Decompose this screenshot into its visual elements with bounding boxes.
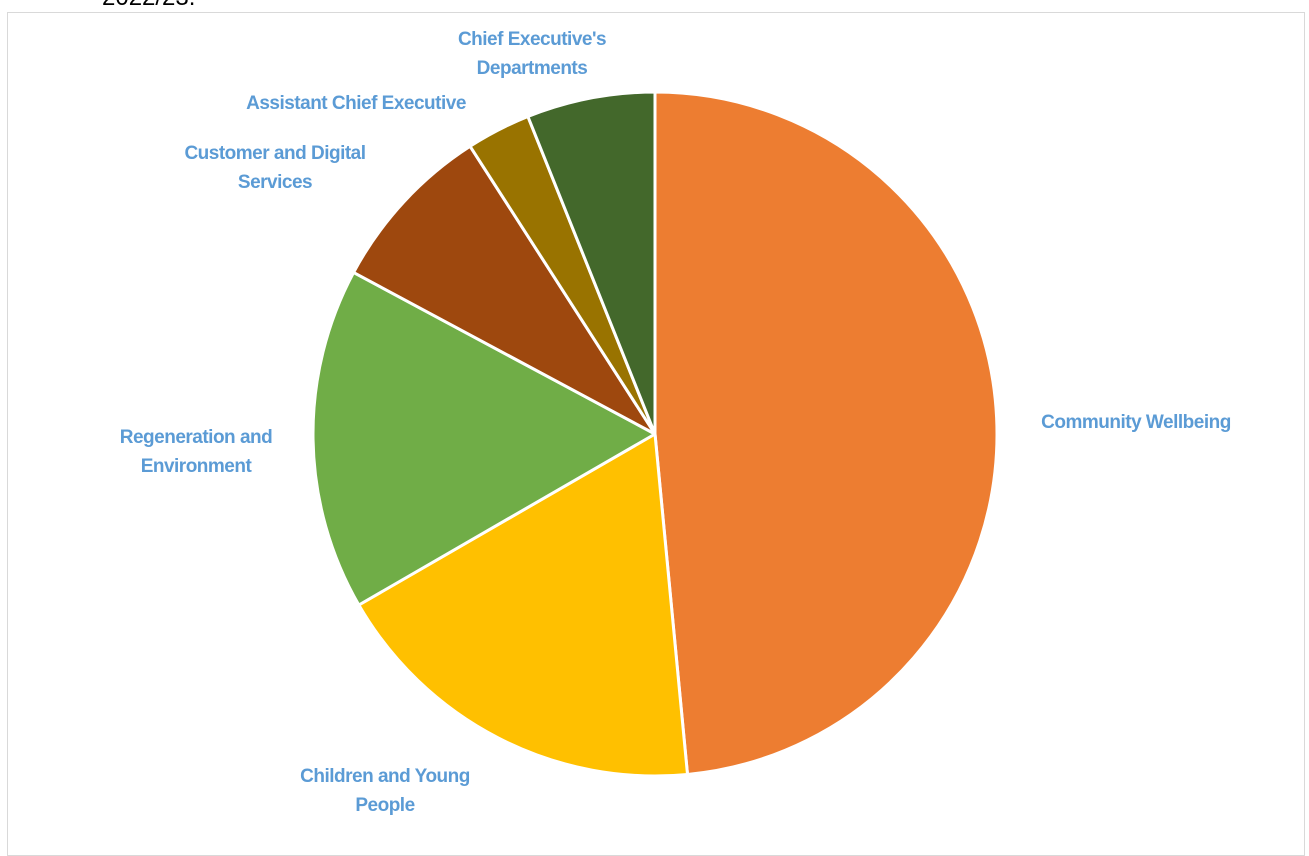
slice-label-assistant-chief-executive: Assistant Chief Executive: [246, 93, 466, 114]
slice-label-line: Chief Executive's: [458, 29, 606, 50]
pie-slices: [311, 90, 999, 778]
slice-label-regeneration-and-environment: Regeneration and Environment: [120, 427, 272, 477]
slice-label-line: Assistant Chief Executive: [246, 93, 466, 114]
pie-slice-regeneration-and-environment: [311, 270, 657, 607]
pie-slice-customer-and-digital-services: [352, 144, 657, 436]
slice-label-line: Community Wellbeing: [1041, 412, 1231, 433]
slice-label-line: Customer and Digital: [184, 143, 365, 164]
slice-label-children-and-young-people: Children and Young People: [300, 766, 470, 816]
slice-label-community-wellbeing: Community Wellbeing: [1041, 412, 1231, 433]
slice-label-line: People: [355, 795, 414, 816]
slice-label-line: Services: [238, 172, 312, 193]
slice-label-line: Departments: [477, 58, 588, 79]
slice-label-line: Environment: [141, 456, 253, 477]
pie-slice-chief-executive-s-departments: [526, 90, 657, 436]
pie-labels: Community Wellbeing Children and Young Peo…: [120, 29, 1232, 816]
slice-label-chief-executive-s-departments: Chief Executive's Departments: [458, 29, 606, 79]
pie-slice-children-and-young-people: [357, 432, 690, 778]
top-text-fragment: 2022/23.: [102, 0, 195, 12]
slice-label-line: Regeneration and: [120, 427, 272, 448]
pie-slice-community-wellbeing: [653, 90, 999, 776]
slice-label-customer-and-digital-services: Customer and Digital Services: [184, 143, 365, 193]
slice-label-line: Children and Young: [300, 766, 470, 787]
